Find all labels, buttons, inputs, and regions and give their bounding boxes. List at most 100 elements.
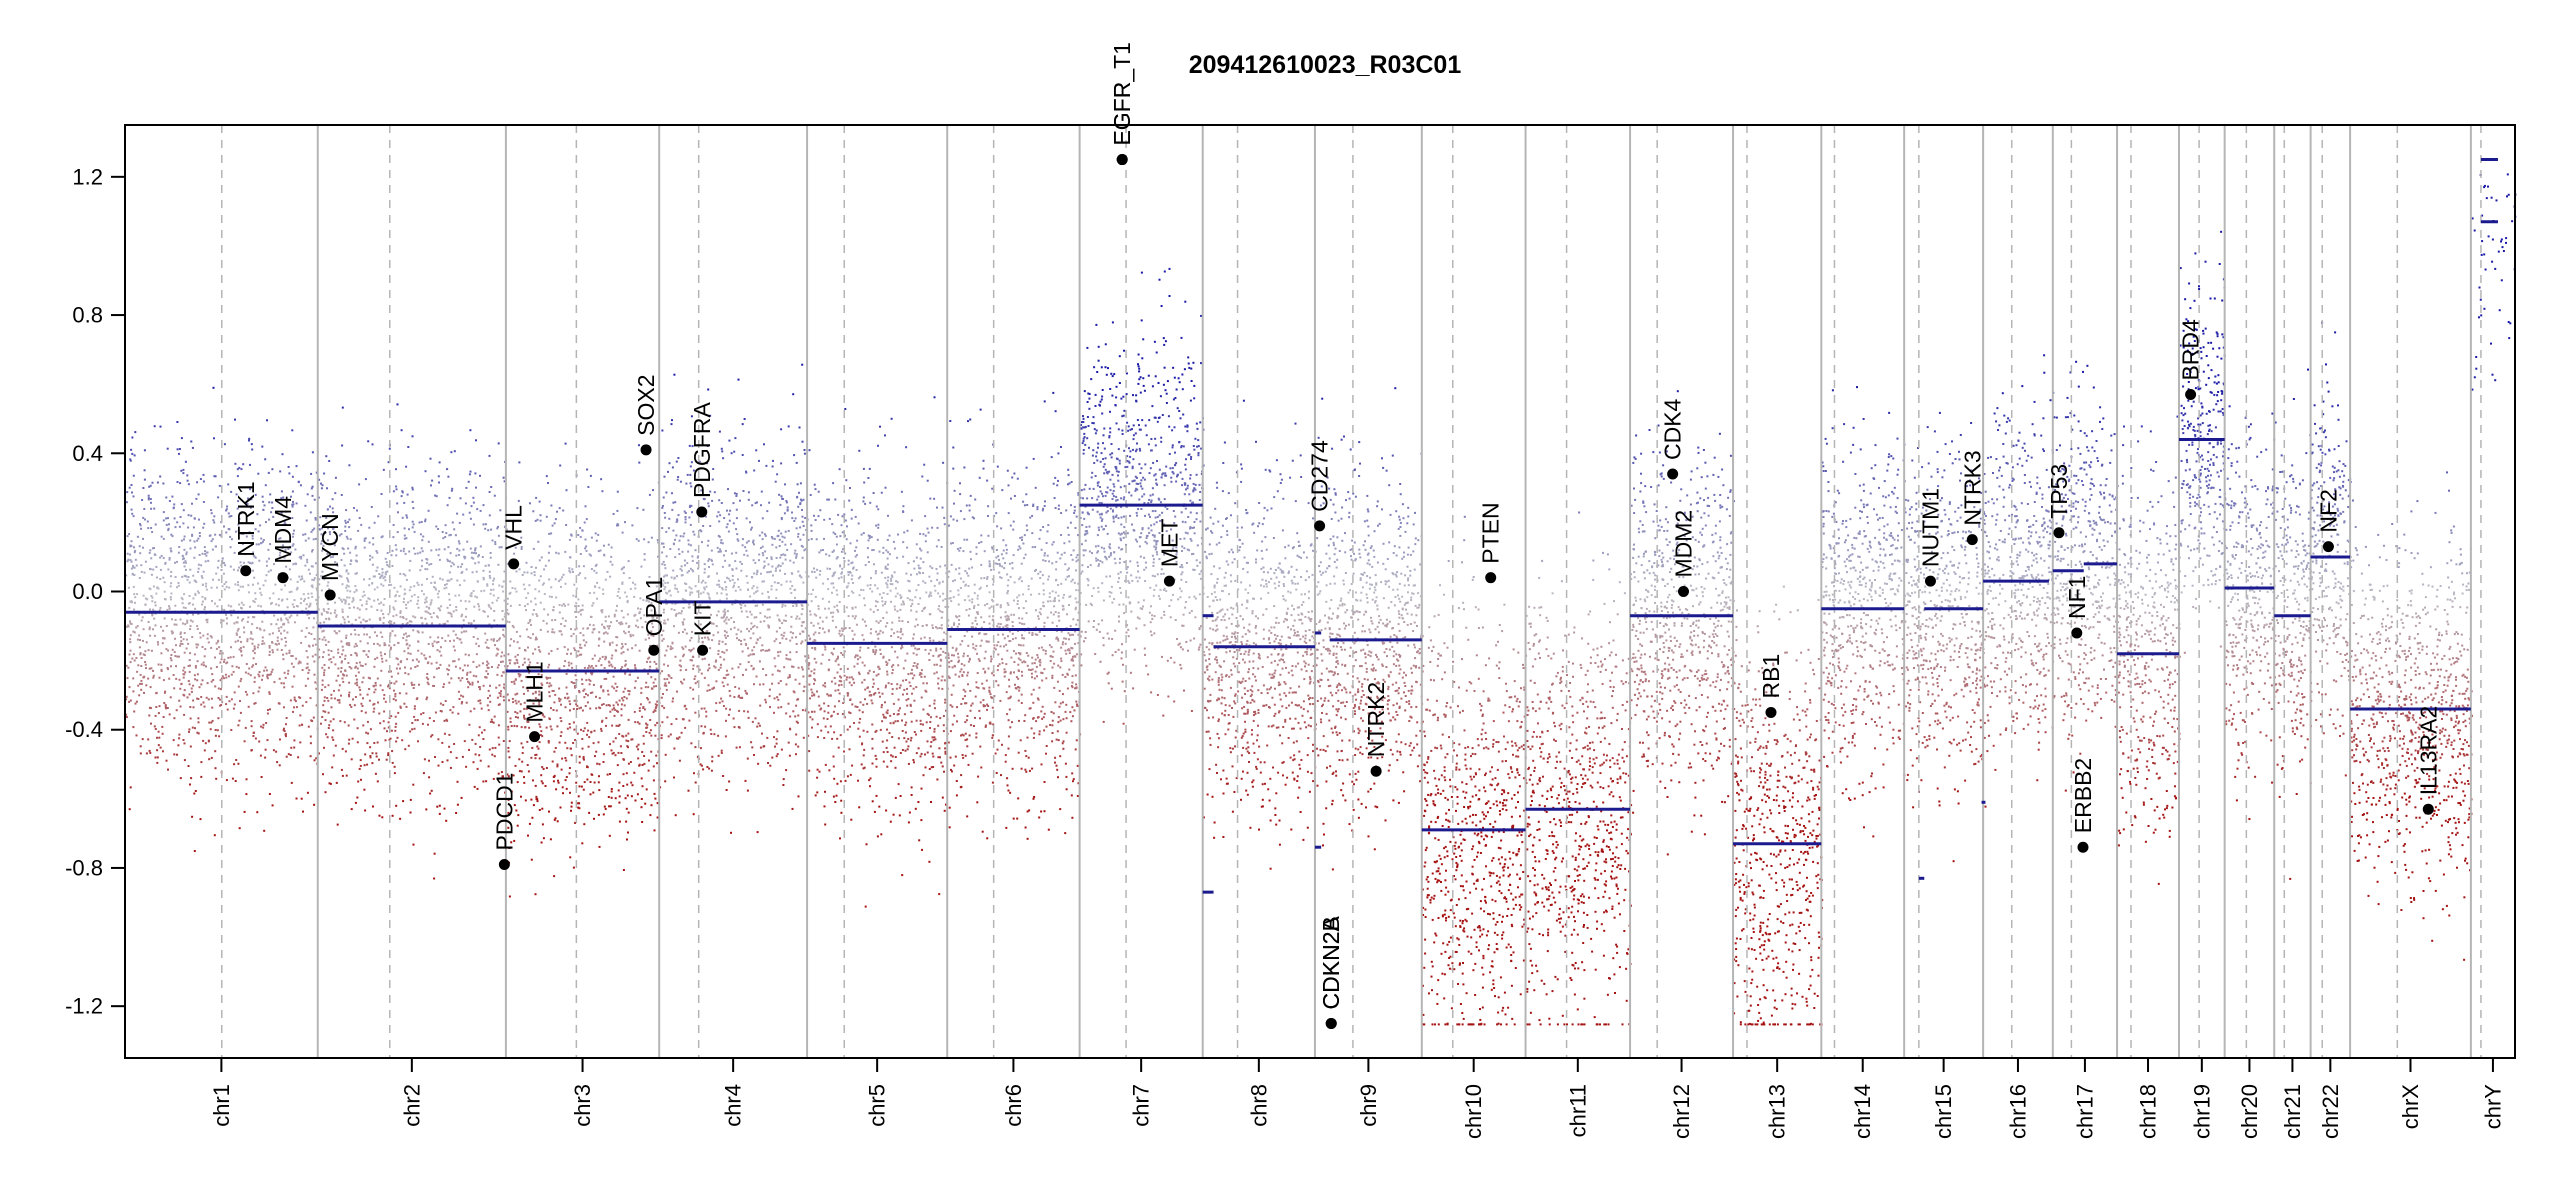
probe-point bbox=[683, 705, 686, 708]
probe-point bbox=[689, 593, 692, 596]
probe-point bbox=[758, 553, 761, 556]
probe-point bbox=[389, 632, 392, 635]
probe-point bbox=[421, 622, 424, 625]
probe-point bbox=[613, 707, 615, 710]
probe-point bbox=[430, 599, 433, 602]
probe-point bbox=[692, 530, 695, 533]
probe-point bbox=[216, 605, 219, 608]
probe-point bbox=[603, 632, 605, 635]
probe-point bbox=[126, 677, 129, 680]
probe-point bbox=[330, 706, 333, 709]
probe-point bbox=[359, 621, 362, 624]
probe-point bbox=[460, 694, 463, 697]
probe-point bbox=[507, 725, 510, 728]
probe-point bbox=[270, 602, 272, 605]
probe-point bbox=[593, 729, 596, 732]
probe-point bbox=[420, 547, 423, 550]
probe-point bbox=[313, 660, 316, 663]
probe-point bbox=[509, 720, 512, 723]
probe-point bbox=[610, 796, 613, 799]
probe-point bbox=[597, 741, 600, 744]
probe-point bbox=[815, 538, 818, 541]
probe-point bbox=[473, 707, 476, 710]
probe-point bbox=[682, 631, 684, 633]
probe-point bbox=[598, 637, 601, 640]
probe-point bbox=[555, 551, 558, 554]
probe-point bbox=[590, 673, 593, 676]
probe-point bbox=[689, 465, 692, 468]
probe-point bbox=[598, 697, 601, 700]
probe-point bbox=[629, 761, 632, 763]
probe-point bbox=[464, 502, 467, 505]
probe-point bbox=[534, 686, 537, 689]
probe-point bbox=[425, 605, 428, 608]
probe-point bbox=[775, 557, 778, 559]
probe-point bbox=[387, 613, 390, 616]
probe-point bbox=[728, 519, 731, 522]
probe-point bbox=[234, 780, 237, 782]
probe-point bbox=[579, 609, 582, 612]
probe-point bbox=[369, 728, 372, 731]
probe-point bbox=[924, 581, 927, 584]
probe-point bbox=[911, 672, 914, 675]
probe-point bbox=[510, 638, 513, 641]
probe-point bbox=[589, 707, 592, 710]
probe-point bbox=[797, 745, 800, 748]
probe-point bbox=[747, 661, 750, 664]
probe-point bbox=[479, 699, 482, 702]
probe-point bbox=[568, 700, 571, 703]
probe-point bbox=[340, 575, 343, 578]
probe-point bbox=[799, 632, 802, 635]
probe-point bbox=[421, 722, 424, 725]
probe-point bbox=[668, 517, 671, 520]
probe-point bbox=[750, 622, 753, 625]
probe-point bbox=[337, 674, 340, 677]
probe-point bbox=[441, 637, 444, 640]
probe-point bbox=[254, 528, 257, 531]
probe-point bbox=[723, 634, 726, 637]
probe-point bbox=[183, 565, 186, 568]
probe-point bbox=[392, 536, 395, 539]
probe-point bbox=[359, 664, 362, 667]
probe-point bbox=[188, 693, 191, 696]
probe-point bbox=[777, 682, 780, 685]
probe-point bbox=[641, 626, 644, 629]
probe-point bbox=[647, 541, 650, 544]
probe-point bbox=[240, 532, 243, 535]
probe-point bbox=[506, 773, 509, 776]
probe-point bbox=[449, 709, 452, 712]
probe-point bbox=[478, 754, 481, 757]
probe-point bbox=[341, 600, 343, 603]
probe-point bbox=[238, 466, 241, 469]
probe-point bbox=[699, 603, 702, 606]
probe-point bbox=[180, 437, 183, 440]
probe-point bbox=[417, 649, 420, 652]
probe-point bbox=[610, 663, 613, 666]
probe-point bbox=[650, 609, 653, 612]
probe-point bbox=[266, 712, 269, 715]
probe-point bbox=[176, 448, 179, 451]
probe-point bbox=[782, 778, 785, 781]
probe-point bbox=[252, 692, 255, 695]
probe-point bbox=[376, 677, 379, 680]
probe-point bbox=[320, 688, 323, 691]
probe-point bbox=[269, 708, 271, 711]
probe-point bbox=[786, 506, 789, 509]
probe-point bbox=[791, 572, 794, 575]
probe-point bbox=[472, 674, 475, 677]
probe-point bbox=[556, 510, 558, 513]
probe-point bbox=[486, 584, 489, 587]
probe-point bbox=[284, 676, 287, 679]
probe-point bbox=[708, 558, 711, 561]
probe-point bbox=[305, 667, 308, 670]
probe-point bbox=[352, 597, 355, 600]
probe-point bbox=[160, 625, 162, 628]
probe-point bbox=[354, 547, 357, 550]
probe-point bbox=[220, 688, 222, 691]
probe-point bbox=[577, 598, 580, 601]
probe-point bbox=[425, 561, 428, 564]
probe-point bbox=[470, 505, 473, 508]
probe-point bbox=[607, 693, 610, 696]
probe-point bbox=[424, 610, 427, 613]
probe-point bbox=[374, 684, 377, 687]
